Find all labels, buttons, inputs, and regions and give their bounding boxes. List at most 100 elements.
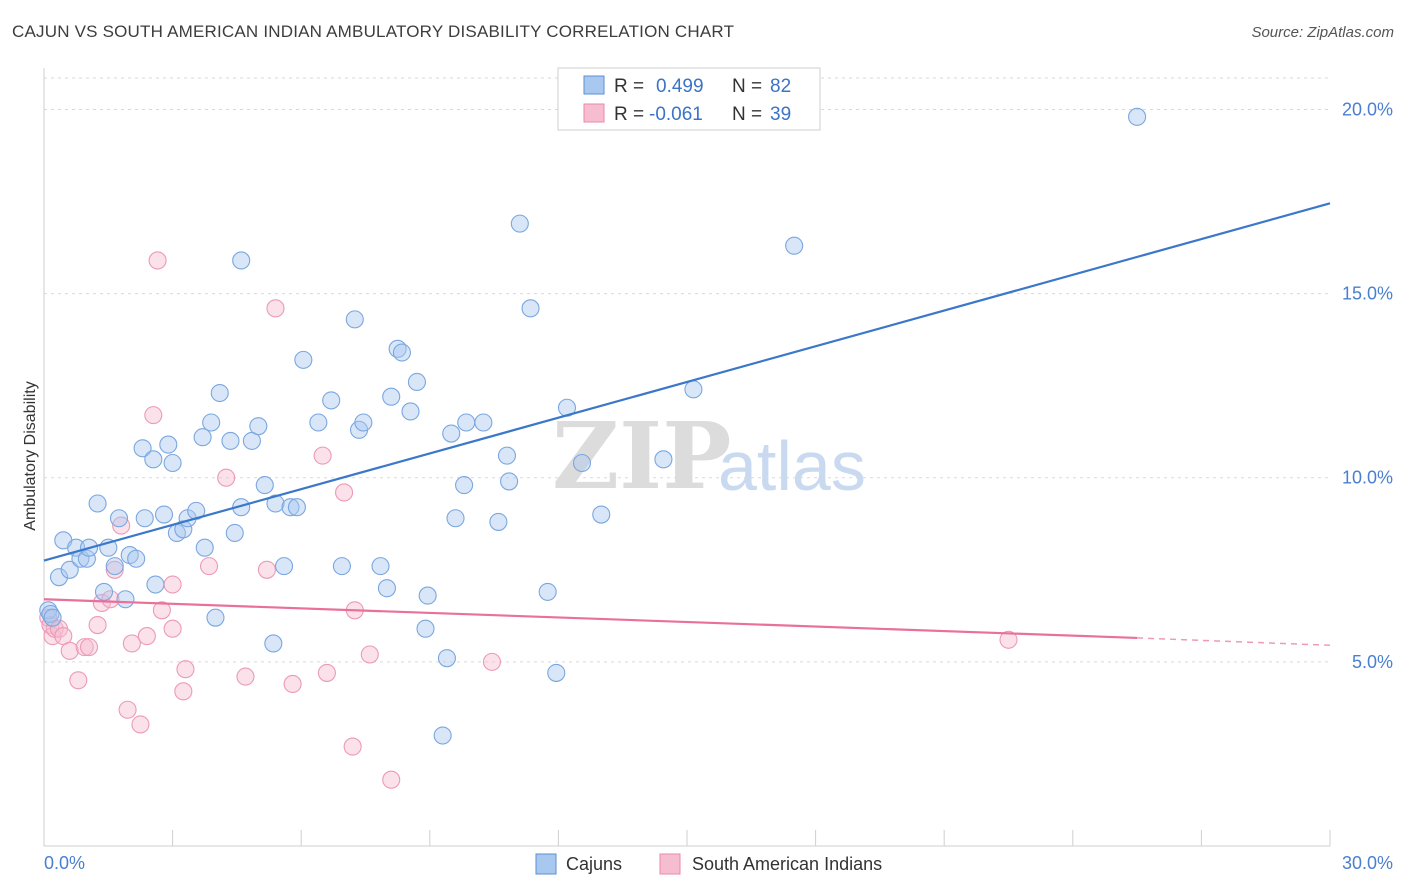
cajuns-point: [497, 446, 517, 465]
cajuns-point: [392, 343, 411, 362]
x-tick-label-max: 30.0%: [1342, 853, 1393, 873]
trend-lines: [43, 202, 1331, 647]
series-cajuns-points: [39, 107, 1147, 745]
sai-point: [217, 468, 236, 487]
legend-n-label-sai: N =: [732, 104, 762, 125]
cajuns-point: [210, 383, 229, 403]
cajuns-point: [538, 582, 557, 601]
cajuns-point: [127, 549, 146, 568]
cajuns-point: [455, 476, 474, 495]
sai-point: [79, 638, 99, 657]
cajuns-point: [654, 450, 673, 469]
cajuns-point: [154, 505, 174, 524]
bottom-legend-swatch-cajuns: [535, 853, 557, 875]
sai-point: [335, 483, 354, 502]
cajuns-point: [202, 413, 221, 432]
legend-r-label-cajuns: R =: [614, 76, 644, 97]
legend-r-value-sai: -0.061: [649, 104, 703, 125]
watermark-atlas: atlas: [718, 427, 866, 505]
sai-point: [999, 630, 1018, 649]
sai-trend-line-extension: [1137, 637, 1331, 647]
watermark-zip: ZIP: [552, 402, 731, 510]
cajuns-point: [159, 435, 178, 454]
sai-point: [43, 627, 62, 646]
cajuns-point: [287, 498, 306, 517]
cajuns-trend-line: [43, 202, 1331, 562]
cajuns-point: [1128, 107, 1147, 126]
cajuns-point: [592, 505, 611, 524]
cajuns-point: [446, 509, 465, 528]
y-axis-label: Ambulatory Disability: [22, 381, 39, 530]
cajuns-point: [116, 590, 135, 609]
cajuns-point: [474, 413, 493, 432]
sai-point: [75, 638, 94, 657]
sai-point: [257, 560, 276, 579]
sai-point: [152, 601, 171, 620]
sai-point: [88, 615, 107, 635]
cajuns-point: [442, 424, 461, 443]
sai-point: [118, 700, 137, 719]
source-label: Source: ZipAtlas.com: [1251, 24, 1394, 41]
cajuns-point: [457, 413, 476, 432]
cajuns-point: [684, 380, 703, 399]
cajuns-point: [135, 509, 154, 528]
cajuns-point: [371, 557, 390, 576]
cajuns-point: [572, 453, 592, 473]
x-tick-label-min: 0.0%: [44, 853, 85, 873]
cajuns-point: [49, 568, 69, 587]
legend-n-label-cajuns: N =: [732, 76, 762, 97]
sai-point: [283, 674, 302, 694]
sai-point: [266, 299, 285, 318]
legend-swatch-cajuns: [583, 75, 605, 95]
cajuns-point: [264, 634, 283, 653]
cajuns-point: [500, 472, 519, 491]
cajuns-point: [206, 608, 225, 627]
cajuns-point: [266, 494, 285, 513]
sai-point: [236, 667, 255, 686]
cajuns-point: [407, 372, 426, 392]
legend-n-value-sai: 39: [770, 104, 791, 125]
cajuns-point: [382, 387, 401, 406]
legend-n-value-cajuns: 82: [770, 76, 791, 97]
sai-point: [482, 652, 502, 671]
sai-point: [101, 590, 120, 609]
sai-point: [137, 627, 156, 646]
cajuns-point: [433, 726, 452, 745]
cajuns-point: [322, 391, 341, 410]
sai-point: [360, 645, 379, 664]
y-tick-label: 20.0%: [1342, 99, 1393, 119]
cajuns-point: [377, 579, 396, 598]
bottom-legend-label-sai: South American Indians: [692, 854, 882, 874]
cajuns-point: [193, 428, 212, 447]
cajuns-point: [94, 582, 114, 601]
cajuns-point: [294, 350, 313, 369]
cajuns-point: [163, 453, 182, 473]
cajuns-point: [345, 310, 364, 329]
stats-legend: R = 0.499 N = 82 R = -0.061 N = 39: [557, 67, 821, 131]
y-tick-label: 15.0%: [1342, 284, 1393, 304]
cajuns-point: [510, 214, 529, 233]
gridlines: [44, 77, 1330, 663]
cajuns-point: [418, 586, 437, 605]
sai-point: [176, 660, 195, 679]
cajuns-point: [785, 236, 804, 255]
cajuns-point: [275, 557, 294, 576]
cajuns-point: [489, 512, 508, 531]
cajuns-point: [221, 431, 240, 450]
sai-point: [112, 516, 131, 535]
cajuns-point: [249, 417, 268, 436]
cajuns-point: [354, 413, 373, 432]
sai-point: [163, 575, 182, 594]
cajuns-point: [255, 476, 274, 495]
series-south-american-indians-points: [39, 251, 1018, 789]
sai-point: [144, 406, 163, 425]
cajuns-point: [105, 557, 124, 576]
cajuns-point: [109, 509, 129, 528]
cajuns-point: [225, 523, 244, 543]
cajuns-point: [521, 299, 540, 318]
legend-r-value-cajuns: 0.499: [656, 76, 704, 97]
sai-point: [174, 682, 193, 701]
sai-point: [343, 737, 362, 756]
cajuns-point: [133, 439, 152, 458]
cajuns-point: [547, 663, 566, 682]
